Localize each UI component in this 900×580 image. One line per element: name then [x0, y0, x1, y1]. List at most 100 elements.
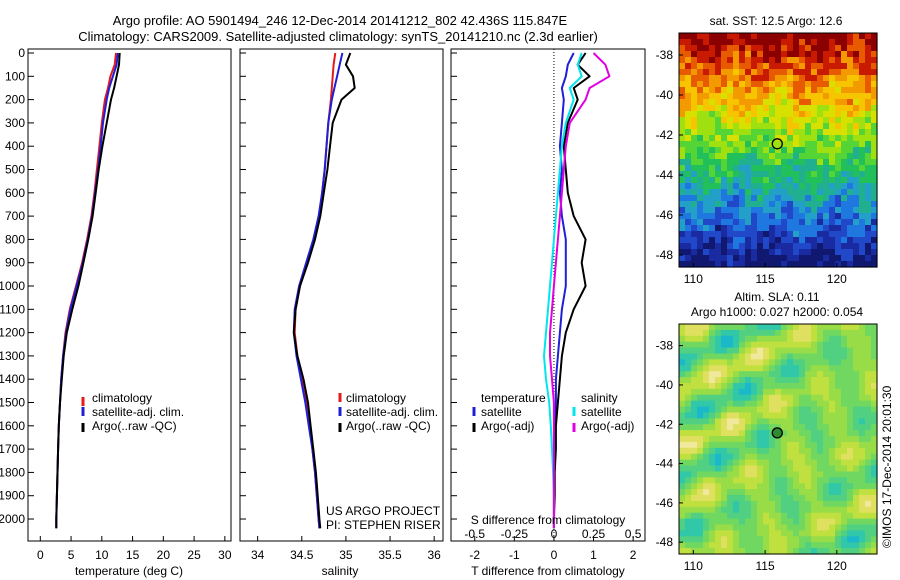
map-cell [715, 459, 722, 467]
map-cell [871, 129, 878, 136]
depth-tick-label: 1400 [0, 372, 25, 386]
map-cell [847, 335, 854, 343]
map-cell [757, 536, 764, 543]
map-cell [715, 45, 722, 52]
map-cell [697, 400, 704, 408]
map-cell [691, 329, 698, 337]
map-cell [769, 51, 776, 58]
map-cell [787, 159, 794, 166]
salinity-x-ticks: 34 34.5 35 35.5 36 [251, 536, 441, 562]
map-cell [769, 129, 776, 136]
map-cell [733, 353, 740, 360]
map-cell [841, 430, 848, 437]
map-cell [829, 45, 836, 52]
map-cell [721, 129, 728, 136]
map-cell [691, 377, 698, 384]
map-cell [805, 75, 812, 82]
map-cell [757, 231, 764, 238]
map-cell [715, 394, 722, 402]
map-cell [751, 371, 758, 378]
map-cell [679, 518, 686, 526]
map-cell [781, 459, 788, 467]
map-cell [841, 39, 848, 46]
map-cell [721, 418, 728, 425]
map-cell [829, 123, 836, 130]
map-cell [829, 530, 836, 537]
map-cell [793, 359, 800, 366]
map-cell [763, 201, 770, 208]
map-cell [715, 195, 722, 202]
map-cell [715, 141, 722, 148]
map-cell [841, 377, 848, 384]
map-cell [679, 335, 686, 343]
map-cell [751, 335, 758, 343]
map-cell [817, 69, 824, 76]
map-cell [853, 329, 860, 337]
map-cell [685, 465, 692, 473]
map-cell [697, 63, 704, 70]
map-cell [823, 424, 830, 431]
map-cell [727, 518, 734, 526]
map-cell [721, 39, 728, 46]
series-line-argo-raw-qc [292, 52, 356, 529]
map-cell [727, 341, 734, 349]
map-cell [805, 57, 812, 64]
map-cell [703, 171, 710, 178]
map-cell [745, 506, 752, 514]
map-cell [793, 418, 800, 425]
map-cell [781, 412, 788, 419]
map-cell [751, 477, 758, 484]
map-cell [817, 93, 824, 100]
map-cell [865, 500, 872, 508]
map-cell [739, 447, 746, 455]
map-cell [835, 117, 842, 124]
map-cell [751, 329, 758, 337]
map-cell [757, 347, 764, 355]
map-cell [727, 93, 734, 100]
map-cell [835, 135, 842, 142]
map-cell [697, 45, 704, 52]
map-cell [865, 195, 872, 202]
map-cell [721, 430, 728, 437]
map-cell [835, 388, 842, 396]
map-cell [757, 255, 764, 262]
map-cell [829, 542, 836, 549]
map-cell [781, 447, 788, 455]
map-cell [775, 524, 782, 532]
map-cell [865, 324, 872, 331]
map-cell [829, 249, 836, 256]
map-cell [733, 524, 740, 532]
map-cell [679, 477, 686, 484]
map-cell [829, 171, 836, 178]
map-cell [823, 165, 830, 172]
map-cell [715, 111, 722, 118]
map-cell [847, 542, 854, 549]
map-cell [745, 436, 752, 443]
map-cell [703, 483, 710, 490]
map-cell [847, 147, 854, 154]
map-cell [799, 329, 806, 337]
map-cell [685, 418, 692, 425]
map-cell [805, 261, 812, 268]
map-cell [703, 201, 710, 208]
map-cell [817, 406, 824, 414]
map-cell [763, 548, 770, 555]
map-cell [829, 353, 836, 360]
map-cell [811, 512, 818, 520]
map-cell [691, 219, 698, 226]
map-cell [745, 518, 752, 526]
map-cell [715, 99, 722, 106]
map-cell [715, 406, 722, 414]
map-cell [817, 111, 824, 118]
map-cell [781, 465, 788, 473]
map-cell [751, 347, 758, 355]
map-cell [853, 536, 860, 543]
map-cell [709, 51, 716, 58]
map-cell [865, 477, 872, 484]
map-cell [769, 117, 776, 124]
map-cell [763, 335, 770, 343]
map-cell [823, 412, 830, 419]
map-cell [757, 63, 764, 70]
map-cell [757, 129, 764, 136]
map-cell [829, 129, 836, 136]
